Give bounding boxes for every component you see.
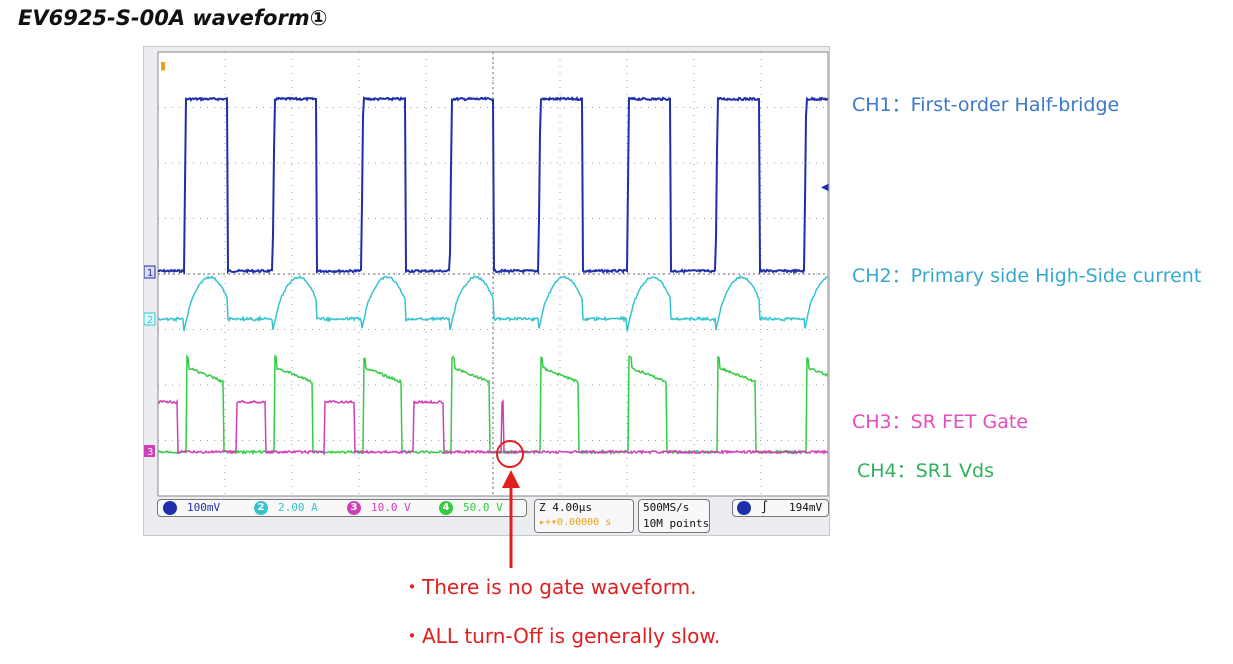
trigger-source-icon <box>737 501 751 515</box>
ch3-waveform <box>157 398 829 456</box>
ch4-label: CH4：SR1 Vds <box>857 460 994 482</box>
sample-rate: 500MS/s <box>643 501 690 514</box>
ch1-scale: 100mV <box>187 501 221 514</box>
ch1-badge-icon <box>163 501 177 515</box>
ch2-badge: 2 <box>254 501 268 515</box>
ch1-waveform <box>157 96 829 275</box>
page-title: EV6925-S-00A waveform① <box>18 6 328 30</box>
ch2-ground-marker: 2 <box>144 312 156 326</box>
ch2-scale: 2.00 A <box>278 501 318 514</box>
ch3-scale: 10.0 V <box>371 501 411 514</box>
ch3-badge: 3 <box>347 501 361 515</box>
trigger-level-marker-icon: ◀ <box>821 182 829 193</box>
ch2-label: CH2：Primary side High-Side current <box>852 265 1202 287</box>
acquisition-box <box>638 499 710 533</box>
ch4-badge: 4 <box>439 501 453 515</box>
annotation-note: ・There is no gate waveform. <box>402 575 697 599</box>
highlight-circle <box>496 440 524 468</box>
svg-text:3: 3 <box>147 447 153 458</box>
ch2-waveform <box>157 274 829 332</box>
svg-text:1: 1 <box>147 268 153 279</box>
timebase-box <box>534 499 634 533</box>
oscilloscope-display: ▮ ◀ 1 2 3 <box>144 51 829 497</box>
trigger-box <box>732 499 829 517</box>
svg-text:2: 2 <box>147 315 153 326</box>
timebase: Z 4.00μs <box>539 501 592 514</box>
ch3-label: CH3：SR FET Gate <box>852 411 1029 433</box>
ch1-ground-marker: 1 <box>144 265 156 279</box>
trigger-position-icon: ▮ <box>160 59 166 72</box>
trigger-delay: ▸+▾0.00000 s <box>539 517 612 528</box>
ch3-ground-marker: 3 <box>144 445 155 458</box>
channel-scale-bar <box>157 499 527 517</box>
ch4-scale: 50.0 V <box>463 501 503 514</box>
trigger-level: 194mV <box>789 501 823 514</box>
ch1-label: CH1：First-order Half-bridge <box>852 94 1120 116</box>
graticule-grid <box>157 51 829 497</box>
record-length: 10M points <box>643 517 710 530</box>
rising-edge-icon: ∫ <box>761 500 769 514</box>
oscilloscope-screen: ▮ ◀ 1 2 3 100mV 2 2.00 A 3 10.0 V 4 50.0… <box>143 46 830 536</box>
annotation-note: ・ALL turn-Off is generally slow. <box>402 624 721 648</box>
annotation-arrow <box>502 470 520 568</box>
